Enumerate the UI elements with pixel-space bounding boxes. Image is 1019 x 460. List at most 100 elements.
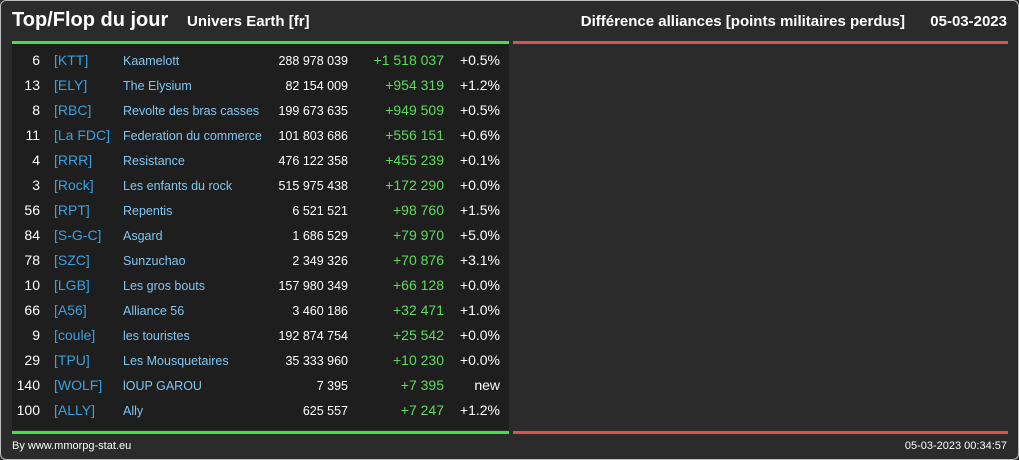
table-row: 6 [KTT] Kaamelott 288 978 039 +1 518 037 +0.5… — [12, 48, 509, 73]
alliance-points: 476 122 358 — [278, 154, 348, 168]
table-row: 84 [S-G-C] Asgard 1 686 529 +79 970 +5.0% — [12, 223, 509, 248]
alliance-tag-link[interactable]: [RBC] — [54, 102, 92, 118]
percent-change: +0.1% — [459, 152, 500, 168]
alliance-rank: 66 — [24, 302, 40, 318]
alliance-rank: 13 — [24, 77, 40, 93]
alliance-rank: 4 — [32, 152, 40, 168]
percent-change: +1.5% — [459, 202, 500, 218]
percent-change: +1.0% — [459, 302, 500, 318]
alliance-rank: 78 — [24, 252, 40, 268]
alliance-name-link[interactable]: Sunzuchao — [123, 254, 186, 268]
ranking-date: 05-03-2023 — [930, 13, 1007, 30]
alliance-name-link[interactable]: Revolte des bras casses — [123, 104, 260, 118]
table-row: 66 [A56] Alliance 56 3 460 186 +32 471 +1.0% — [12, 298, 509, 323]
flop-accent-bar-top — [513, 41, 1008, 44]
table-row: 10 [LGB] Les gros bouts 157 980 349 +66 128 +… — [12, 273, 509, 298]
percent-change: new — [474, 377, 500, 393]
alliance-points: 3 460 186 — [292, 304, 348, 318]
table-row: 8 [RBC] Revolte des bras casses 199 673 635… — [12, 98, 509, 123]
alliance-rank: 84 — [24, 227, 40, 243]
points-difference: +98 760 — [393, 202, 444, 218]
alliance-points: 625 557 — [302, 404, 348, 418]
flop-table — [513, 44, 1008, 430]
percent-change: +0.6% — [459, 127, 500, 143]
alliance-tag-link[interactable]: [La FDC] — [54, 127, 111, 143]
alliance-name-link[interactable]: lOUP GAROU — [123, 379, 202, 393]
alliance-name-link[interactable]: Federation du commerce — [123, 129, 262, 143]
alliance-points: 6 521 521 — [292, 204, 348, 218]
points-difference: +7 395 — [400, 377, 444, 393]
alliance-tag-link[interactable]: [SZC] — [54, 252, 90, 268]
site-credit: By www.mmorpg-stat.eu — [12, 440, 132, 452]
points-difference: +455 239 — [385, 152, 444, 168]
alliance-tag-link[interactable]: [KTT] — [54, 52, 89, 68]
points-difference: +949 509 — [385, 102, 444, 118]
page-title: Top/Flop du jour — [12, 9, 169, 31]
table-row: 11 [La FDC] Federation du commerce 101 803 … — [12, 123, 509, 148]
ranking-title: Différence alliances [points militaires … — [580, 13, 905, 30]
alliance-tag-link[interactable]: [ELY] — [54, 77, 88, 93]
alliance-rank: 3 — [32, 177, 40, 193]
alliance-tag-link[interactable]: [TPU] — [54, 352, 90, 368]
top-accent-bar-bottom — [12, 431, 509, 434]
alliance-name-link[interactable]: Les gros bouts — [123, 279, 205, 293]
alliance-tag-link[interactable]: [A56] — [54, 302, 87, 318]
alliance-tag-link[interactable]: [WOLF] — [54, 377, 103, 393]
alliance-points: 157 980 349 — [278, 279, 348, 293]
alliance-name-link[interactable]: Asgard — [123, 229, 163, 243]
alliance-name-link[interactable]: Les enfants du rock — [123, 179, 233, 193]
points-difference: +172 290 — [385, 177, 444, 193]
alliance-name-link[interactable]: Les Mousquetaires — [123, 354, 229, 368]
percent-change: +1.2% — [459, 402, 500, 418]
alliance-tag-link[interactable]: [ALLY] — [54, 402, 95, 418]
alliance-name-link[interactable]: The Elysium — [123, 79, 192, 93]
table-row: 13 [ELY] The Elysium 82 154 009 +954 319 +1.2… — [12, 73, 509, 98]
alliance-points: 288 978 039 — [278, 54, 348, 68]
alliance-rank: 10 — [24, 277, 40, 293]
alliance-rank: 6 — [32, 52, 40, 68]
points-difference: +954 319 — [385, 77, 444, 93]
alliance-name-link[interactable]: Repentis — [123, 204, 173, 218]
alliance-rank: 56 — [24, 202, 40, 218]
generated-timestamp: 05-03-2023 00:34:57 — [904, 440, 1007, 452]
alliance-tag-link[interactable]: [RPT] — [54, 202, 90, 218]
percent-change: +3.1% — [459, 252, 500, 268]
alliance-rank: 29 — [24, 352, 40, 368]
points-difference: +25 542 — [393, 327, 444, 343]
alliance-rank: 140 — [16, 377, 40, 393]
table-row: 78 [SZC] Sunzuchao 2 349 326 +70 876 +3.1% — [12, 248, 509, 273]
table-row: 56 [RPT] Repentis 6 521 521 +98 760 +1.5% — [12, 198, 509, 223]
points-difference: +556 151 — [385, 127, 444, 143]
flop-accent-bar-bottom — [513, 431, 1008, 434]
table-row: 29 [TPU] Les Mousquetaires 35 333 960 +10 23… — [12, 348, 509, 373]
alliance-name-link[interactable]: les touristes — [123, 329, 190, 343]
top-table: 6 [KTT] Kaamelott 288 978 039 +1 518 037 +0.5… — [12, 44, 509, 430]
alliance-points: 192 874 754 — [278, 329, 348, 343]
percent-change: +5.0% — [459, 227, 500, 243]
points-difference: +10 230 — [393, 352, 444, 368]
alliance-points: 82 154 009 — [285, 79, 348, 93]
alliance-rank: 11 — [25, 127, 40, 143]
percent-change: +0.0% — [459, 327, 500, 343]
table-row: 4 [RRR] Resistance 476 122 358 +455 239 +0.1% — [12, 148, 509, 173]
table-row: 3 [Rock] Les enfants du rock 515 975 438 +17… — [12, 173, 509, 198]
alliance-tag-link[interactable]: [S-G-C] — [54, 227, 102, 243]
table-row: 9 [coule] les touristes 192 874 754 +25 542 +… — [12, 323, 509, 348]
points-difference: +1 518 037 — [373, 52, 444, 68]
alliance-tag-link[interactable]: [RRR] — [54, 152, 93, 168]
alliance-name-link[interactable]: Ally — [123, 404, 144, 418]
alliance-tag-link[interactable]: [coule] — [54, 327, 96, 343]
alliance-points: 199 673 635 — [278, 104, 348, 118]
percent-change: +0.0% — [459, 277, 500, 293]
alliance-tag-link[interactable]: [Rock] — [54, 177, 94, 193]
alliance-name-link[interactable]: Kaamelott — [123, 54, 180, 68]
points-difference: +79 970 — [393, 227, 444, 243]
alliance-name-link[interactable]: Alliance 56 — [123, 304, 185, 318]
alliance-name-link[interactable]: Resistance — [123, 154, 185, 168]
alliance-points: 101 803 686 — [278, 129, 348, 143]
alliance-points: 515 975 438 — [278, 179, 348, 193]
alliance-points: 35 333 960 — [285, 354, 348, 368]
alliance-points: 7 395 — [316, 379, 348, 393]
percent-change: +1.2% — [459, 77, 500, 93]
alliance-tag-link[interactable]: [LGB] — [54, 277, 90, 293]
